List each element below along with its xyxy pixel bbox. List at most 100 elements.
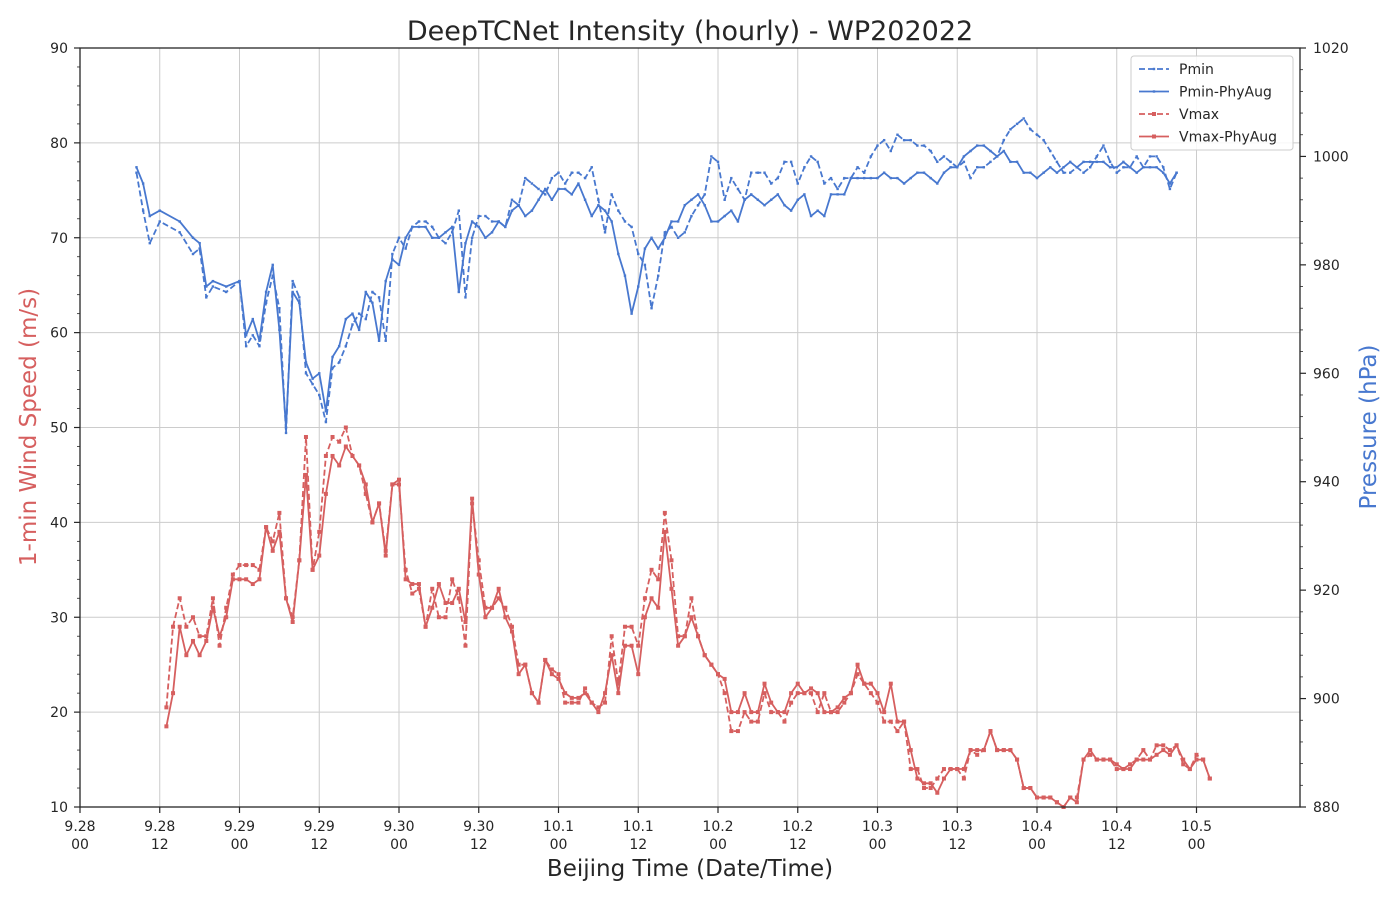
data-point xyxy=(1108,166,1112,169)
data-point xyxy=(158,220,161,223)
data-point xyxy=(377,339,381,342)
chart-title: DeepTCNet Intensity (hourly) - WP202022 xyxy=(407,16,973,47)
data-point xyxy=(330,434,335,439)
data-point xyxy=(251,317,254,321)
data-point xyxy=(1134,757,1139,762)
data-point xyxy=(703,204,706,207)
data-point xyxy=(1049,166,1052,169)
data-point xyxy=(670,225,673,229)
data-point xyxy=(769,710,774,715)
data-point xyxy=(755,719,760,724)
data-point xyxy=(995,748,1000,753)
data-point xyxy=(902,719,907,724)
data-point xyxy=(344,344,348,348)
data-point xyxy=(1035,133,1039,136)
data-point xyxy=(929,149,932,153)
data-point xyxy=(789,691,794,696)
data-point xyxy=(942,155,946,158)
data-point xyxy=(836,193,839,196)
data-point xyxy=(191,236,195,239)
x-tick-time-label: 00 xyxy=(1188,837,1206,853)
data-point xyxy=(676,236,680,239)
data-point xyxy=(331,355,334,359)
data-point xyxy=(443,601,448,606)
data-point xyxy=(410,582,415,587)
data-point xyxy=(889,149,892,153)
data-point xyxy=(856,166,859,169)
data-point xyxy=(404,247,407,250)
series-vmax-phyaug xyxy=(164,444,1212,809)
data-point xyxy=(490,605,495,610)
data-point xyxy=(224,605,229,610)
data-point xyxy=(258,339,261,342)
data-point xyxy=(569,695,574,700)
data-point xyxy=(524,176,527,180)
data-point xyxy=(477,214,480,218)
data-point xyxy=(510,198,514,201)
data-point xyxy=(141,182,145,185)
data-point xyxy=(936,182,939,185)
data-point xyxy=(431,225,434,229)
data-point xyxy=(969,176,972,180)
data-point xyxy=(141,209,145,212)
right-y-tick-label: 880 xyxy=(1313,800,1340,816)
data-point xyxy=(1062,171,1065,174)
data-point xyxy=(735,710,740,715)
data-point xyxy=(1148,155,1152,158)
data-point xyxy=(250,563,255,568)
data-point xyxy=(975,752,980,757)
data-point xyxy=(982,144,986,147)
data-point xyxy=(244,577,249,582)
data-point xyxy=(177,624,182,629)
x-tick-date-label: 10.4 xyxy=(1021,819,1052,835)
data-point xyxy=(476,572,481,577)
data-point xyxy=(736,220,740,223)
data-point xyxy=(876,144,879,147)
data-point xyxy=(1154,743,1159,748)
data-point xyxy=(782,710,787,715)
data-point xyxy=(643,263,647,267)
left-y-tick-label: 80 xyxy=(50,136,68,152)
data-point xyxy=(616,681,621,686)
data-point xyxy=(383,553,388,558)
data-point xyxy=(809,686,814,691)
right-y-tick-label: 980 xyxy=(1313,258,1340,274)
right-y-axis-label: Pressure (hPa) xyxy=(1356,345,1382,510)
data-point xyxy=(975,144,979,147)
data-point xyxy=(204,638,209,643)
data-point xyxy=(251,334,254,337)
data-point xyxy=(197,653,202,658)
data-point xyxy=(556,672,561,677)
data-point xyxy=(569,700,574,705)
data-point xyxy=(444,241,447,245)
data-point xyxy=(916,144,919,147)
data-point xyxy=(1154,752,1159,757)
data-point xyxy=(1181,762,1186,767)
x-tick-date-label: 9.29 xyxy=(304,819,335,835)
data-point xyxy=(928,781,933,786)
data-point xyxy=(716,160,720,164)
data-point xyxy=(1029,128,1032,131)
data-point xyxy=(583,691,588,696)
data-point xyxy=(875,700,880,705)
data-point xyxy=(656,605,661,610)
data-point xyxy=(264,290,268,294)
data-point xyxy=(622,624,627,629)
data-point xyxy=(656,577,661,582)
data-point xyxy=(237,563,242,568)
data-point xyxy=(1022,171,1025,174)
data-point xyxy=(735,729,740,734)
data-point xyxy=(184,624,189,629)
data-point xyxy=(171,624,176,629)
data-point xyxy=(889,176,892,180)
data-point xyxy=(642,615,647,620)
data-point xyxy=(577,171,580,174)
data-point xyxy=(384,339,387,342)
data-point xyxy=(197,634,202,639)
data-point xyxy=(1128,767,1133,772)
data-point xyxy=(936,160,939,164)
data-point xyxy=(975,166,979,169)
data-point xyxy=(363,482,368,487)
data-point xyxy=(577,182,580,185)
data-point xyxy=(1035,795,1039,800)
